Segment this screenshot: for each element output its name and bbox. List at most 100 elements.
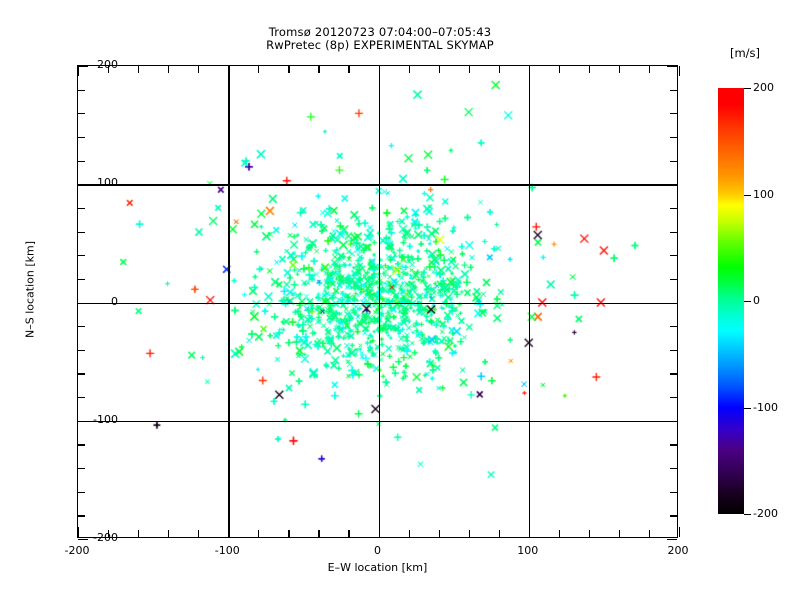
y-tick-minor [670, 89, 677, 91]
x-axis-title: E–W location [km] [327, 561, 428, 574]
x-tick-major [679, 527, 681, 537]
y-tick-minor [78, 373, 85, 375]
x-tick-minor [648, 66, 651, 73]
y-tick-major [667, 184, 677, 186]
x-tick-minor [558, 530, 560, 537]
figure-title: Tromsø 20120723 07:04:00–07:05:43 RwPret… [0, 26, 760, 52]
y-tick-minor [670, 113, 677, 115]
y-tick-minor [78, 326, 85, 328]
title-line-2: RwPretec (8p) EXPERIMENTAL SKYMAP [266, 38, 494, 52]
y-tick-minor [78, 491, 85, 493]
x-tick-major [528, 527, 530, 537]
x-tick-minor [108, 530, 110, 537]
y-tick-minor [78, 160, 85, 162]
y-tick-label: 200 [97, 58, 118, 71]
colorbar-tick-label: 0 [753, 294, 760, 307]
x-tick-minor [198, 530, 200, 537]
y-tick-major [78, 302, 88, 304]
y-tick-minor [78, 136, 85, 139]
y-tick-major [78, 184, 88, 186]
colorbar-tick [744, 88, 751, 90]
gridline-horizontal [78, 184, 677, 186]
y-tick-minor [670, 207, 677, 210]
y-tick-major [78, 539, 88, 541]
y-tick-major [78, 420, 88, 422]
x-tick-minor [138, 66, 140, 73]
y-tick-label: -100 [93, 412, 118, 426]
y-tick-minor [670, 491, 677, 493]
y-tick-minor [78, 468, 85, 470]
y-tick-minor [78, 397, 85, 399]
y-tick-minor [78, 89, 85, 91]
x-tick-minor [618, 66, 621, 73]
y-tick-minor [670, 373, 677, 375]
y-tick-label: -200 [93, 531, 118, 544]
colorbar: 200 100 0 -100 -200 [718, 82, 778, 519]
x-tick-major [78, 527, 80, 537]
y-tick-minor [670, 231, 677, 233]
colorbar-tick-label: 200 [753, 81, 774, 94]
x-tick-minor [438, 66, 440, 73]
x-tick-minor [258, 530, 260, 537]
y-tick-minor [670, 349, 677, 351]
y-tick-minor [670, 444, 677, 446]
colorbar-tick-label: -100 [753, 400, 778, 414]
x-tick-minor [408, 66, 410, 73]
y-tick-minor [670, 160, 677, 162]
y-tick-major [667, 66, 677, 68]
x-tick-minor [408, 530, 410, 537]
x-tick-major [679, 66, 681, 76]
y-tick-minor [670, 468, 677, 470]
x-tick-minor [138, 530, 140, 537]
x-tick-minor [588, 66, 591, 73]
y-tick-minor [78, 444, 85, 446]
y-tick-minor [78, 207, 85, 210]
x-tick-minor [468, 530, 470, 537]
x-tick-minor [288, 530, 290, 537]
colorbar-title: [m/s] [729, 46, 761, 60]
gridline-vertical [228, 66, 230, 537]
x-tick-minor [618, 530, 621, 537]
colorbar-tick-label: 100 [753, 187, 774, 201]
y-tick-minor [78, 113, 85, 115]
x-tick-minor [258, 66, 260, 73]
y-tick-minor [78, 255, 85, 257]
y-tick-minor [670, 278, 677, 281]
gridline-vertical [378, 66, 380, 537]
x-tick-label: 100 [517, 544, 539, 557]
plot-area [77, 65, 681, 541]
y-tick-major [667, 302, 677, 304]
x-tick-minor [108, 66, 110, 73]
colorbar-gradient [718, 88, 744, 514]
x-tick-major [228, 527, 230, 537]
y-tick-major [78, 66, 88, 68]
colorbar-tick [744, 514, 751, 516]
y-tick-minor [670, 397, 677, 399]
title-line-1: Tromsø 20120723 07:04:00–07:05:43 [268, 25, 492, 39]
y-tick-minor [78, 515, 85, 517]
colorbar-tick [744, 407, 751, 409]
y-axis-title: N–S location [km] [23, 240, 37, 339]
y-tick-minor [78, 278, 85, 281]
x-tick-label: 200 [667, 544, 689, 557]
y-tick-minor [78, 231, 85, 233]
x-tick-minor [168, 66, 170, 73]
gridline-horizontal [78, 302, 677, 304]
x-tick-minor [318, 66, 320, 73]
x-tick-minor [318, 530, 320, 537]
y-tick-minor [670, 136, 677, 139]
x-tick-minor [498, 66, 500, 73]
x-tick-minor [348, 530, 350, 537]
x-tick-minor [468, 66, 470, 73]
x-tick-major [78, 66, 80, 76]
x-tick-major [378, 66, 380, 76]
x-tick-major [378, 527, 380, 537]
x-tick-label: 0 [374, 544, 381, 557]
x-tick-minor [558, 66, 560, 73]
colorbar-tick-label: -200 [753, 507, 778, 520]
y-tick-label: 0 [111, 294, 118, 308]
colorbar-tick [744, 194, 751, 196]
gridline-vertical [528, 66, 531, 537]
x-tick-minor [498, 530, 500, 537]
